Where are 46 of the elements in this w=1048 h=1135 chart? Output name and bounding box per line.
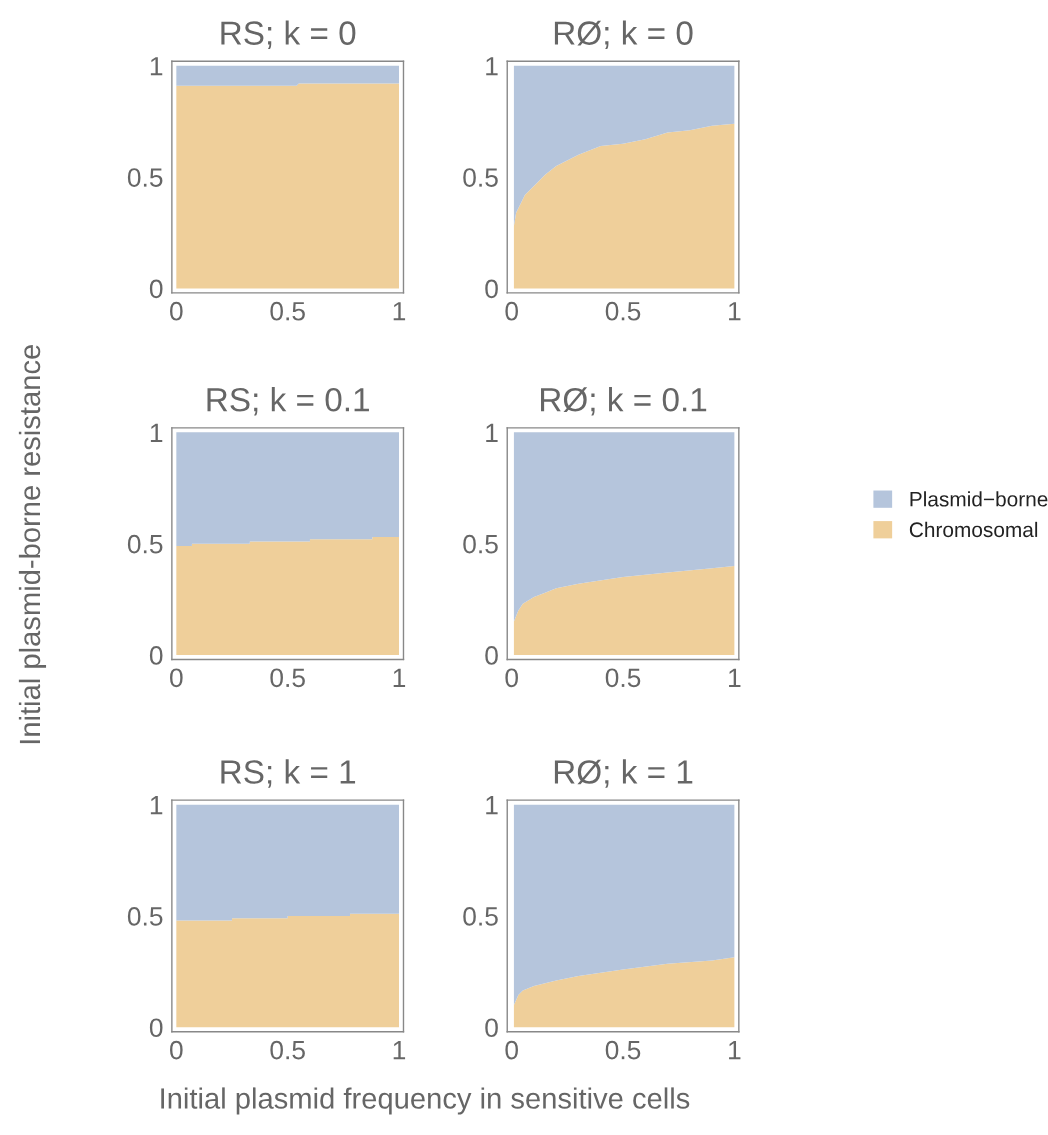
x-tick-label: 0: [170, 1040, 183, 1060]
x-tick-label: 0.5: [270, 301, 305, 321]
x-tick-label: 1: [393, 668, 406, 687]
y-tick-label: 0.5: [463, 168, 498, 187]
chart-title: RØ; k = 0.1: [541, 387, 707, 416]
x-tick-label: 0: [170, 301, 183, 321]
chart-title: RØ; k = 0: [554, 20, 693, 49]
x-tick-label: 1: [393, 1041, 406, 1060]
y-tick-label: 1: [150, 796, 163, 815]
x-tick-label: 0: [505, 668, 518, 688]
y-tick-label: 0: [149, 1018, 163, 1038]
y-tick-label: 1: [486, 423, 498, 442]
y-tick-label: 0.5: [127, 168, 163, 187]
x-tick-label: 1: [393, 302, 406, 321]
y-tick-label: 1: [486, 57, 498, 76]
y-tick-label: 1: [150, 57, 163, 76]
y-tick-label: 0.5: [127, 534, 163, 554]
y-tick-label: 0: [485, 1018, 498, 1038]
x-tick-label: 0: [505, 301, 518, 321]
x-tick-label: 1: [729, 1041, 741, 1060]
x-tick-label: 1: [729, 668, 741, 687]
chart-title: RØ; k = 1: [554, 759, 693, 788]
y-tick-label: 0.5: [463, 534, 498, 554]
legend-label: Chromosomal: [909, 521, 1038, 538]
y-tick-label: 0: [485, 279, 498, 299]
legend-label: Plasmid−borne: [910, 491, 1048, 507]
x-tick-label: 1: [729, 302, 741, 321]
x-axis-title: Initial plasmid frequency in sensitive cells: [161, 1087, 690, 1115]
x-tick-label: 0: [505, 1040, 518, 1060]
y-tick-label: 1: [486, 796, 498, 815]
x-tick-label: 0.5: [270, 1040, 305, 1060]
y-tick-label: 0: [149, 279, 163, 299]
y-tick-label: 0.5: [127, 907, 163, 926]
y-tick-label: 1: [150, 423, 163, 442]
x-tick-label: 0.5: [605, 301, 641, 321]
chart-title: RS; k = 0.1: [207, 387, 369, 416]
chart-title: RS; k = 0: [221, 20, 356, 49]
x-tick-label: 0: [170, 668, 183, 688]
x-tick-label: 0.5: [605, 668, 641, 688]
x-tick-label: 0.5: [270, 668, 305, 688]
x-tick-label: 0.5: [605, 1040, 641, 1060]
y-tick-label: 0.5: [463, 907, 498, 926]
y-axis-title: Initial plasmid-borne resistance: [18, 345, 47, 744]
y-tick-label: 0: [485, 646, 498, 665]
y-tick-label: 0: [149, 646, 163, 665]
chart-title: RS; k = 1: [221, 759, 356, 788]
